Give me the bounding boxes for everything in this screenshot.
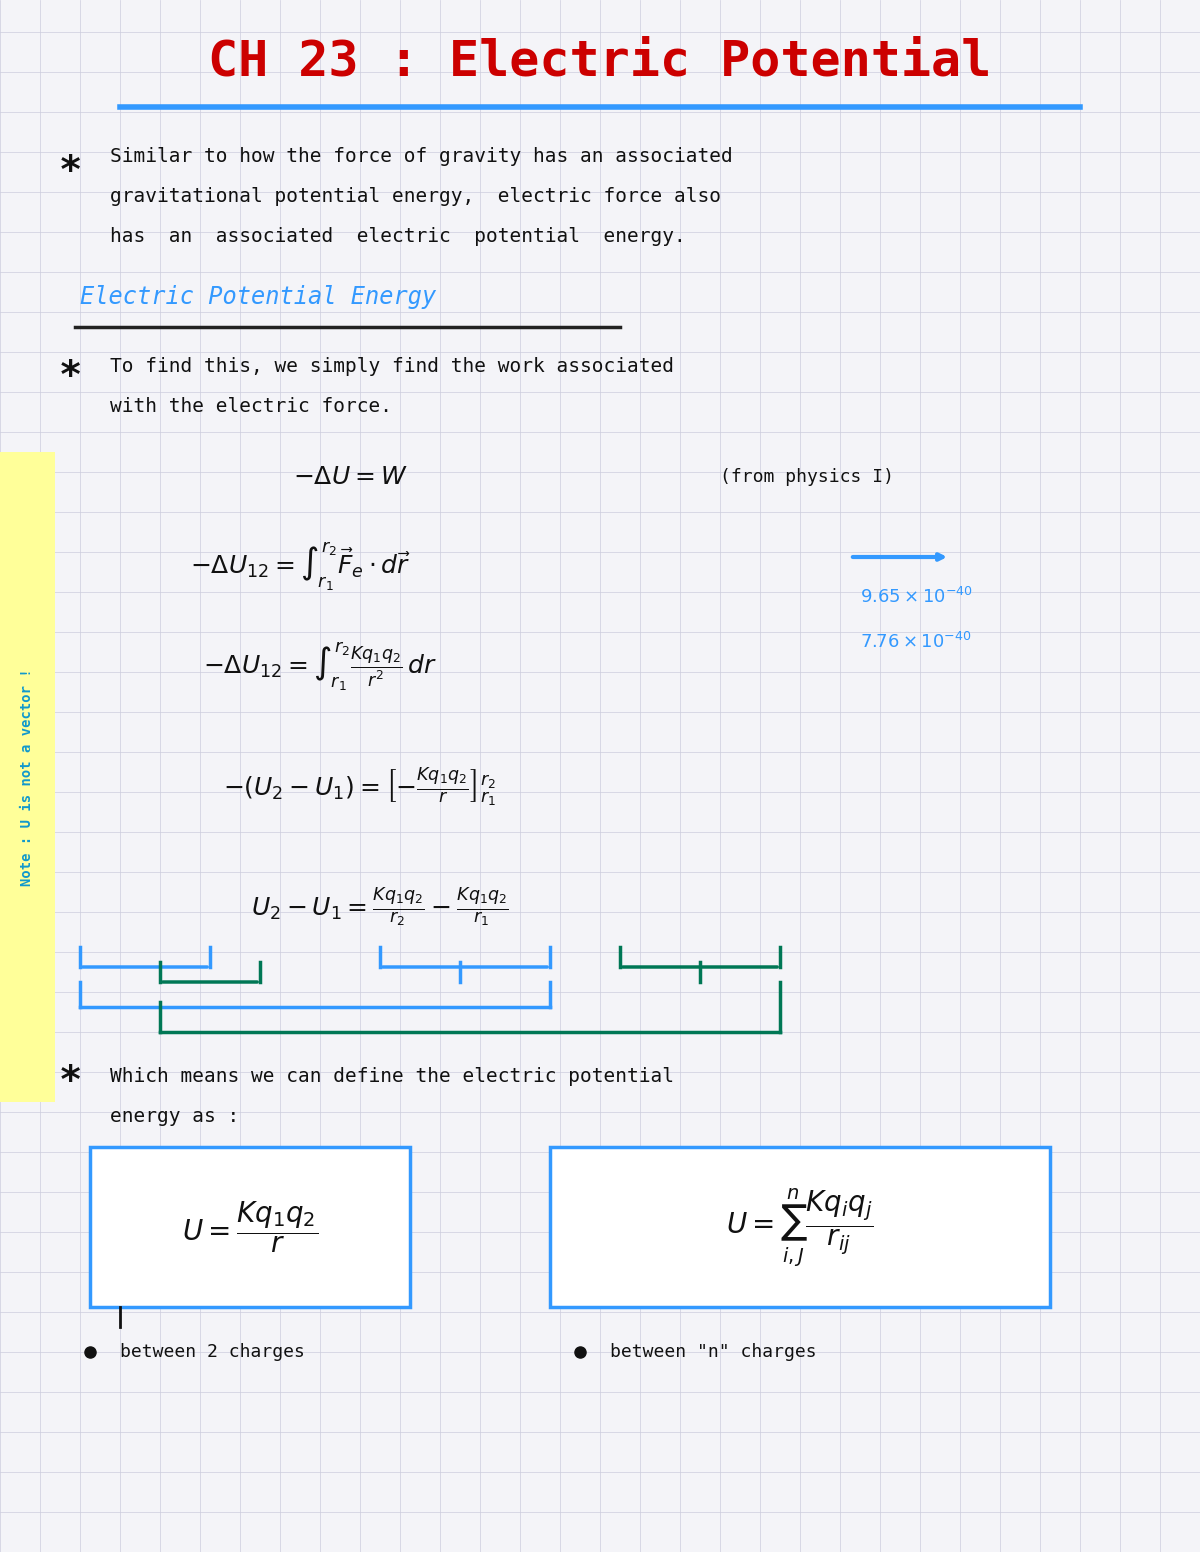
Text: has  an  associated  electric  potential  energy.: has an associated electric potential ene… xyxy=(110,228,685,247)
Text: CH 23 : Electric Potential: CH 23 : Electric Potential xyxy=(209,37,991,85)
Text: $U_2 - U_1 = \frac{Kq_1 q_2}{r_2} - \frac{Kq_1 q_2}{r_1}$: $U_2 - U_1 = \frac{Kq_1 q_2}{r_2} - \fra… xyxy=(251,886,509,928)
Text: $U = \dfrac{Kq_1 q_2}{r}$: $U = \dfrac{Kq_1 q_2}{r}$ xyxy=(182,1200,318,1256)
Text: $-\Delta U = W$: $-\Delta U = W$ xyxy=(293,466,407,489)
Text: $U = \sum_{i,J}^{n} \dfrac{Kq_i q_j}{r_{ij}}$: $U = \sum_{i,J}^{n} \dfrac{Kq_i q_j}{r_{… xyxy=(726,1186,874,1268)
Text: $-(U_2 - U_1) = \left[-\frac{Kq_1 q_2}{r}\right]_{r_1}^{r_2}$: $-(U_2 - U_1) = \left[-\frac{Kq_1 q_2}{r… xyxy=(223,767,497,807)
Text: gravitational potential energy,  electric force also: gravitational potential energy, electric… xyxy=(110,188,721,206)
Text: $7.76 \times 10^{-40}$: $7.76 \times 10^{-40}$ xyxy=(860,632,972,652)
Text: (from physics I): (from physics I) xyxy=(720,469,894,486)
Text: Electric Potential Energy: Electric Potential Energy xyxy=(80,286,437,309)
Text: Similar to how the force of gravity has an associated: Similar to how the force of gravity has … xyxy=(110,147,733,166)
Text: between "n" charges: between "n" charges xyxy=(610,1342,817,1361)
Text: energy as :: energy as : xyxy=(110,1108,239,1127)
Bar xyxy=(90,1147,410,1307)
Text: $-\Delta U_{12} = \int_{r_1}^{r_2} \vec{F}_e \cdot d\vec{r}$: $-\Delta U_{12} = \int_{r_1}^{r_2} \vec{… xyxy=(190,540,410,593)
Text: *: * xyxy=(59,154,82,191)
Text: $-\Delta U_{12} = \int_{r_1}^{r_2} \frac{Kq_1 q_2}{r^2} \, dr$: $-\Delta U_{12} = \int_{r_1}^{r_2} \frac… xyxy=(203,641,437,694)
Text: between 2 charges: between 2 charges xyxy=(120,1342,305,1361)
Text: *: * xyxy=(59,359,82,396)
Bar xyxy=(0,452,55,1102)
Text: *: * xyxy=(59,1063,82,1100)
Text: Which means we can define the electric potential: Which means we can define the electric p… xyxy=(110,1068,674,1086)
Bar xyxy=(550,1147,1050,1307)
Text: Note : U is not a vector !: Note : U is not a vector ! xyxy=(20,667,34,886)
Text: with the electric force.: with the electric force. xyxy=(110,397,392,416)
Text: To find this, we simply find the work associated: To find this, we simply find the work as… xyxy=(110,357,674,377)
Text: $9.65 \times 10^{-40}$: $9.65 \times 10^{-40}$ xyxy=(860,587,973,607)
